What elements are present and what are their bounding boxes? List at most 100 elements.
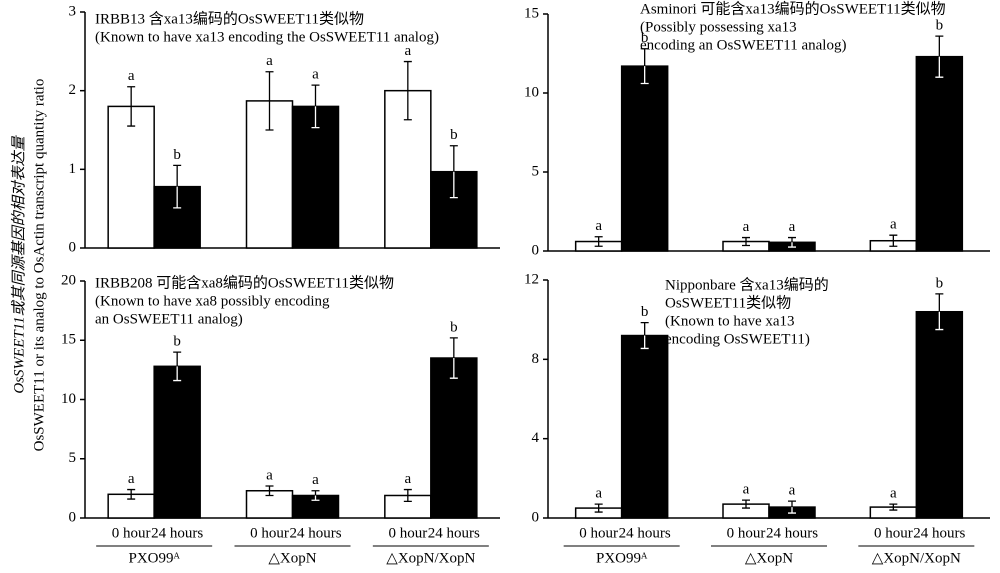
y-tick-label: 15: [61, 332, 76, 348]
panel-subtitle: (Possibly possessing xa13: [640, 19, 797, 35]
error-bar-inner: [173, 186, 182, 209]
y-axis-label: OsSWEET11 or its analog to OsActin trans…: [31, 79, 47, 452]
significance-letter: a: [743, 219, 750, 235]
panel-title: Asminori 可能含xa13编码的OsSWEET11类似物: [640, 0, 946, 17]
category-label: △XopN: [745, 550, 793, 566]
bar: [915, 55, 964, 252]
significance-letter: a: [743, 482, 750, 498]
significance-letter: a: [789, 219, 796, 235]
significance-letter: a: [595, 218, 602, 234]
y-tick-label: 5: [69, 450, 77, 466]
significance-letter: a: [404, 471, 411, 487]
y-tick-label: 1: [69, 161, 77, 177]
panel-subtitle: encoding OsSWEET11): [665, 331, 810, 347]
y-tick-label: 2: [69, 82, 77, 98]
y-tick-label: 15: [524, 5, 539, 21]
significance-letter: a: [890, 217, 897, 233]
error-bar: [127, 488, 136, 500]
category-label: △XopN: [268, 550, 316, 566]
y-tick-label: 5: [532, 163, 540, 179]
x-tick-label: 24 hours: [913, 525, 965, 541]
error-bar: [127, 86, 136, 127]
x-tick-label: 0 hour: [579, 525, 618, 541]
panel-title: IRBB13 含xa13编码的OsSWEET11类似物: [95, 10, 364, 27]
bar: [107, 105, 155, 249]
panel-subtitle: OsSWEET11类似物: [665, 294, 791, 311]
error-bar: [403, 488, 412, 503]
panel-subtitle: encoding an OsSWEET11 analog): [640, 37, 846, 53]
error-bar-inner: [788, 507, 796, 514]
y-tick-label: 3: [69, 3, 77, 19]
significance-letter: a: [312, 472, 319, 488]
significance-letter: b: [936, 275, 944, 291]
category-label: PXO99ᴬ: [128, 550, 180, 566]
error-bar: [265, 71, 274, 131]
panel-subtitle: (Known to have xa8 possibly encoding: [95, 293, 330, 309]
y-tick-label: 0: [69, 239, 77, 255]
bar: [291, 105, 340, 249]
y-tick-label: 10: [524, 84, 539, 100]
error-bar: [742, 236, 750, 247]
category-label: △XopN/XopN: [872, 550, 961, 566]
panel-title: IRBB208 可能含xa8编码的OsSWEET11类似物: [95, 274, 394, 291]
y-tick-label: 0: [69, 509, 77, 525]
significance-letter: a: [789, 483, 796, 499]
bar: [430, 357, 478, 519]
error-bar-inner: [935, 56, 944, 78]
panel-subtitle: (Known to have xa13 encoding the OsSWEET…: [95, 29, 439, 45]
significance-letter: b: [641, 30, 649, 46]
x-tick-label: 0 hour: [112, 525, 151, 541]
error-bar-inner: [640, 335, 649, 350]
panel-title: Nipponbare 含xa13编码的: [665, 276, 829, 293]
x-tick-label: 0 hour: [874, 525, 913, 541]
bar: [153, 365, 201, 519]
bar: [620, 65, 669, 252]
error-bar-inner: [640, 66, 649, 85]
error-bar: [594, 503, 603, 513]
x-tick-label: 0 hour: [727, 525, 766, 541]
y-tick-label: 20: [61, 272, 76, 288]
significance-letter: a: [595, 486, 602, 502]
error-bar-inner: [449, 358, 458, 379]
x-tick-label: 24 hours: [766, 525, 818, 541]
y-tick-label: 0: [532, 509, 540, 525]
error-bar: [889, 503, 898, 511]
panel-subtitle: (Known to have xa13: [665, 313, 795, 329]
y-tick-label: 12: [524, 271, 539, 287]
error-bar-inner: [173, 366, 182, 382]
x-tick-label: 0 hour: [388, 525, 427, 541]
significance-letter: b: [641, 304, 649, 320]
significance-letter: b: [450, 127, 458, 143]
significance-letter: b: [450, 319, 458, 335]
significance-letter: b: [936, 18, 944, 34]
error-bar-inner: [311, 106, 320, 129]
x-tick-label: 24 hours: [151, 525, 203, 541]
y-tick-label: 10: [61, 391, 76, 407]
y-tick-label: 0: [532, 242, 540, 258]
significance-letter: a: [404, 43, 411, 59]
x-tick-label: 24 hours: [289, 525, 341, 541]
significance-letter: a: [128, 68, 135, 84]
x-tick-label: 0 hour: [250, 525, 289, 541]
y-tick-label: 4: [532, 430, 540, 446]
x-tick-label: 24 hours: [619, 525, 671, 541]
significance-letter: a: [128, 471, 135, 487]
category-label: PXO99ᴬ: [596, 550, 648, 566]
category-label: △XopN/XopN: [386, 550, 475, 566]
error-bar: [742, 499, 750, 509]
significance-letter: a: [266, 53, 273, 69]
panel-subtitle: an OsSWEET11 analog): [95, 311, 243, 327]
significance-letter: b: [173, 334, 181, 350]
y-axis-label: OsSWEET11或其同源基因的相对表达量: [10, 134, 27, 393]
y-tick-label: 8: [532, 351, 540, 367]
significance-letter: a: [312, 67, 319, 83]
x-tick-label: 24 hours: [428, 525, 480, 541]
error-bar: [889, 234, 898, 247]
significance-letter: a: [890, 486, 897, 502]
error-bar-inner: [311, 495, 320, 501]
bar: [620, 334, 669, 519]
error-bar: [594, 236, 603, 247]
error-bar: [403, 60, 412, 121]
error-bar-inner: [935, 311, 944, 331]
